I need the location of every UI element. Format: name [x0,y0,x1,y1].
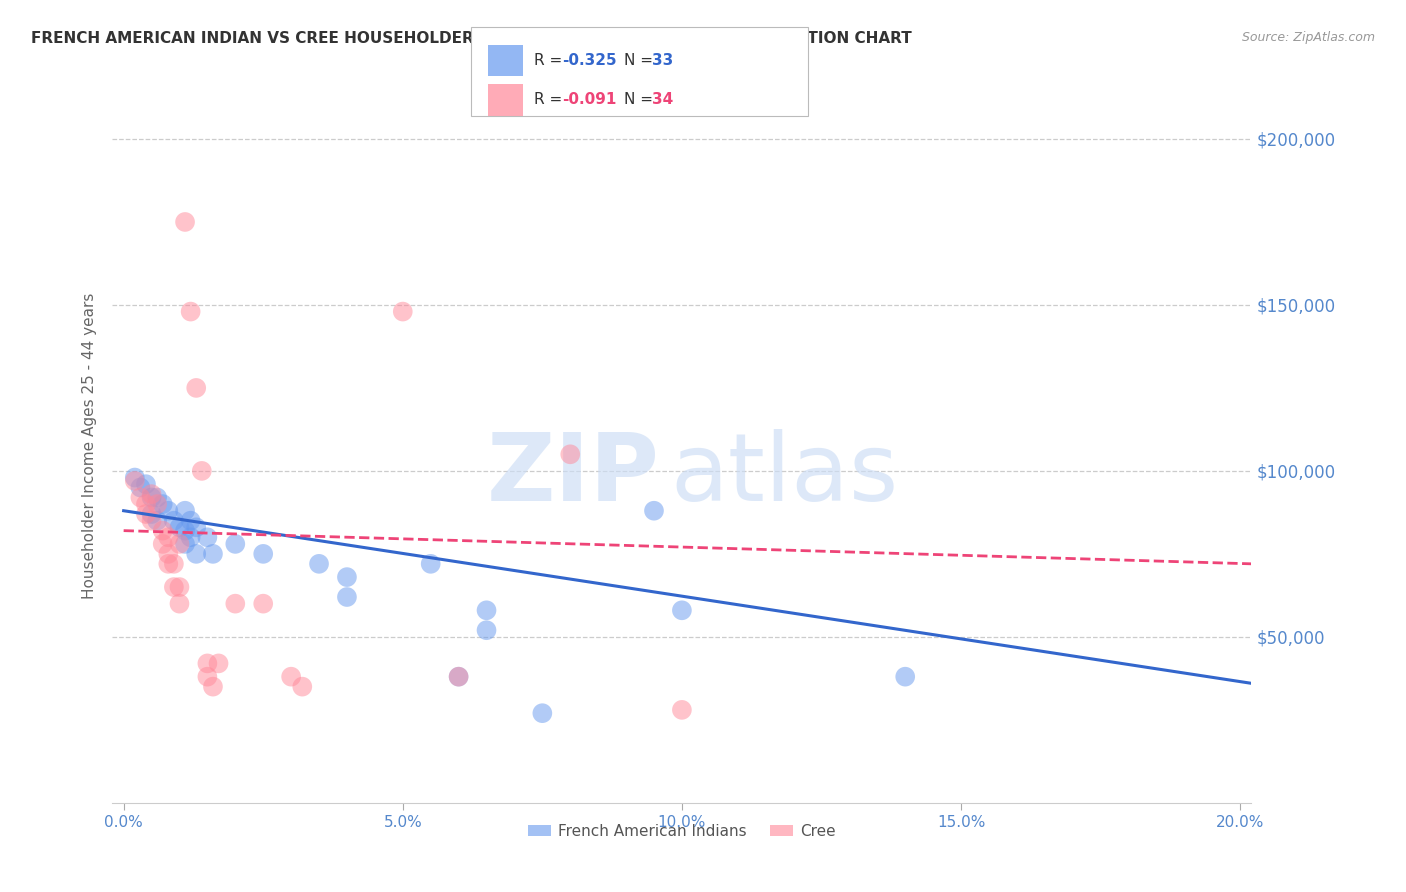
Point [169,580,191,594]
Point [671,603,693,617]
Point [124,470,146,484]
Point [224,537,246,551]
Point [447,670,470,684]
Point [141,514,163,528]
Point [180,530,202,544]
Point [169,537,191,551]
Point [174,537,197,551]
Text: -0.325: -0.325 [562,54,617,68]
Point [146,491,169,505]
Y-axis label: Householder Income Ages 25 - 44 years: Householder Income Ages 25 - 44 years [82,293,97,599]
Point [174,504,197,518]
Point [180,304,202,318]
Point [336,570,359,584]
Text: atlas: atlas [671,428,898,521]
Legend: French American Indians, Cree: French American Indians, Cree [522,818,842,845]
Point [152,537,174,551]
Point [186,381,208,395]
Point [124,474,146,488]
Point [141,507,163,521]
Point [391,304,413,318]
Point [531,706,554,721]
Point [560,447,582,461]
Point [141,487,163,501]
Point [163,557,186,571]
Text: N =: N = [624,54,658,68]
Point [163,580,186,594]
Point [191,464,214,478]
Text: R =: R = [534,54,568,68]
Point [152,524,174,538]
Point [201,547,224,561]
Point [174,524,197,538]
Point [671,703,693,717]
Point [291,680,314,694]
Point [129,491,152,505]
Point [157,557,180,571]
Point [146,514,169,528]
Point [308,557,330,571]
Point [195,670,219,684]
Text: FRENCH AMERICAN INDIAN VS CREE HOUSEHOLDER INCOME AGES 25 - 44 YEARS CORRELATION: FRENCH AMERICAN INDIAN VS CREE HOUSEHOLD… [31,31,911,46]
Point [447,670,470,684]
Point [201,680,224,694]
Point [252,547,274,561]
Text: 34: 34 [652,93,673,107]
Text: 33: 33 [652,54,673,68]
Point [157,547,180,561]
Point [135,497,157,511]
Point [135,507,157,521]
Point [894,670,917,684]
Text: R =: R = [534,93,568,107]
Point [475,624,498,638]
Point [169,520,191,534]
Point [180,514,202,528]
Point [419,557,441,571]
Point [252,597,274,611]
Point [475,603,498,617]
Point [336,590,359,604]
Text: Source: ZipAtlas.com: Source: ZipAtlas.com [1241,31,1375,45]
Text: ZIP: ZIP [486,428,659,521]
Point [207,657,229,671]
Point [186,547,208,561]
Point [129,481,152,495]
Point [195,657,219,671]
Point [174,215,197,229]
Point [224,597,246,611]
Point [169,597,191,611]
Point [195,530,219,544]
Text: -0.091: -0.091 [562,93,617,107]
Point [157,530,180,544]
Point [280,670,302,684]
Point [135,477,157,491]
Point [163,514,186,528]
Point [157,504,180,518]
Point [146,497,169,511]
Point [141,491,163,505]
Point [152,497,174,511]
Point [643,504,665,518]
Point [186,520,208,534]
Text: N =: N = [624,93,658,107]
